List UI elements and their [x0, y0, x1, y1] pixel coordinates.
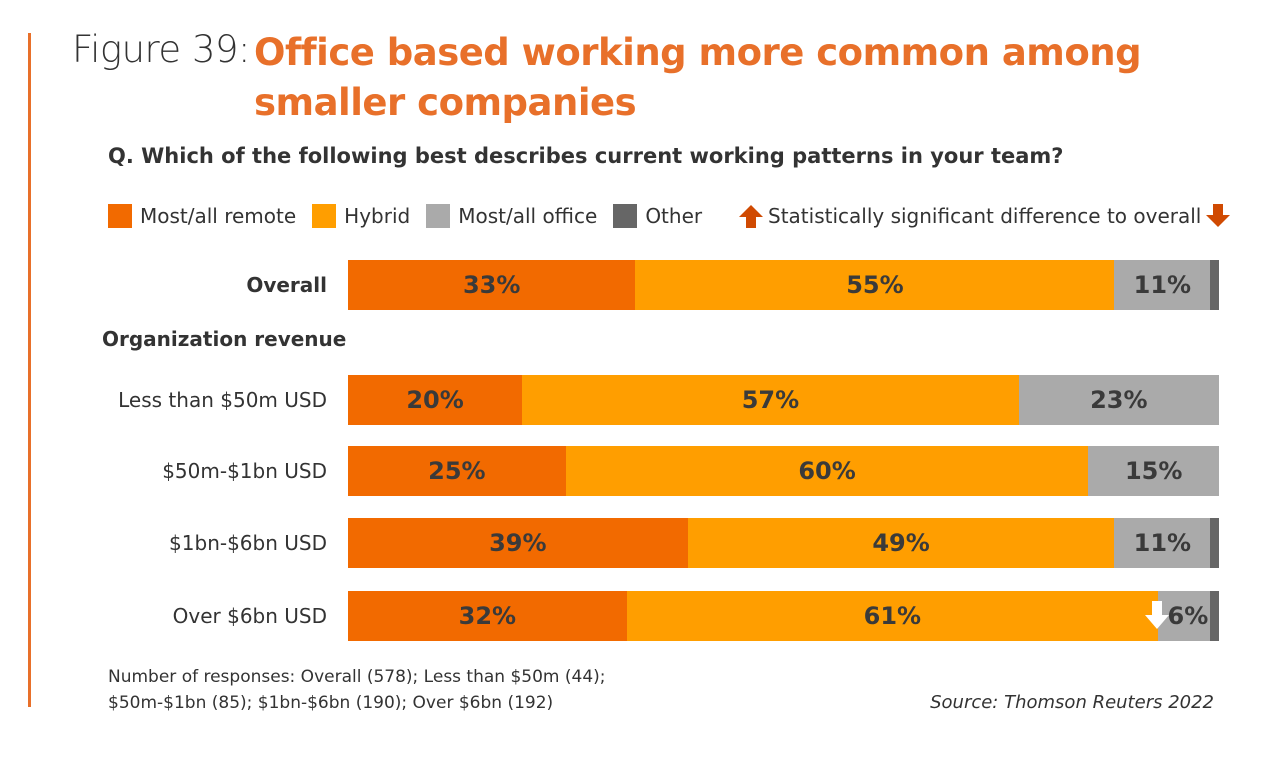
- category-label-1bn-6bn-usd: $1bn-$6bn USD: [169, 531, 327, 555]
- bar-segment-most-all-office: 23%: [1018, 375, 1219, 425]
- data-label: 33%: [462, 271, 521, 299]
- bar-segment-most-all-office: 11%: [1114, 260, 1211, 310]
- data-label: 20%: [406, 386, 464, 414]
- data-label: 55%: [846, 271, 904, 299]
- data-label: 61%: [863, 602, 922, 630]
- figure-label: Figure 39:: [72, 28, 251, 71]
- category-label-less-than-50m-usd: Less than $50m USD: [118, 388, 327, 412]
- legend-swatch-hybrid: [312, 204, 337, 228]
- survey-question: Q. Which of the following best describes…: [108, 144, 1064, 168]
- bar-less-than-50m-usd: 20% 57% 23%: [348, 375, 1219, 425]
- legend-label-remote: Most/all remote: [140, 204, 297, 228]
- bar-segment-most-all-office: 15%: [1088, 446, 1219, 496]
- bar-50m-1bn-usd: 25% 60% 15%: [348, 446, 1219, 496]
- bar-segment-most-all-office: 6%: [1145, 591, 1211, 641]
- legend-item-other: Other: [613, 204, 702, 228]
- significance-arrow-down-icon: [1145, 601, 1170, 629]
- legend-item-remote: Most/all remote: [108, 204, 296, 228]
- bar-segment-hybrid: 57%: [522, 375, 1019, 425]
- bar-segment-most-all-remote: 33%: [348, 260, 636, 310]
- bar-segment-other: [1210, 260, 1219, 310]
- bar-segment-hybrid: 60%: [565, 446, 1089, 496]
- data-label: 39%: [489, 529, 547, 557]
- accent-rule: [28, 33, 31, 707]
- data-label: 60%: [798, 457, 856, 485]
- bar-segment-other: [1210, 591, 1219, 641]
- data-label: 49%: [872, 529, 930, 557]
- legend-swatch-office: [426, 204, 451, 228]
- data-label: 23%: [1090, 386, 1148, 414]
- figure-title-line2: smaller companies: [254, 81, 637, 124]
- bar-overall: 33% 55% 11%: [348, 260, 1219, 310]
- legend-label-office: Most/all office: [458, 204, 598, 228]
- legend-label-other: Other: [645, 204, 703, 228]
- data-label: 6%: [1167, 602, 1209, 630]
- footnote: Number of responses: Overall (578); Less…: [108, 664, 606, 716]
- significance-legend: Statistically significant difference to …: [738, 202, 1231, 230]
- source-note: Source: Thomson Reuters 2022: [930, 692, 1214, 713]
- footnote-line2: $50m-$1bn (85); $1bn-$6bn (190); Over $6…: [108, 693, 554, 713]
- legend-swatch-other: [613, 204, 638, 228]
- bar-segment-hybrid: 55%: [635, 260, 1115, 310]
- data-label: 11%: [1133, 271, 1192, 299]
- data-label: 25%: [428, 457, 486, 485]
- legend-label-hybrid: Hybrid: [344, 204, 411, 228]
- arrow-up-icon: [739, 205, 763, 228]
- bar-segment-hybrid: 61%: [626, 591, 1159, 641]
- bar-segment-most-all-remote: 39%: [348, 518, 688, 568]
- bar-segment-other: [1210, 518, 1219, 568]
- group-label-organization-revenue: Organization revenue: [102, 327, 347, 351]
- arrow-down-icon: [1206, 204, 1231, 227]
- legend-swatch-remote: [108, 204, 132, 228]
- category-label-over-6bn-usd: Over $6bn USD: [172, 604, 327, 628]
- bar-segment-most-all-remote: 25%: [348, 446, 566, 496]
- bar-segment-most-all-remote: 32%: [348, 591, 627, 641]
- data-label: 15%: [1124, 457, 1183, 485]
- bar-1bn-6bn-usd: 39% 49% 11%: [348, 518, 1219, 568]
- bar-segment-hybrid: 49%: [687, 518, 1115, 568]
- category-label-50m-1bn-usd: $50m-$1bn USD: [162, 459, 327, 483]
- legend-item-hybrid: Hybrid: [312, 204, 410, 228]
- legend: Most/all remote Hybrid Most/all office O…: [108, 202, 718, 230]
- category-label-overall: Overall: [246, 273, 327, 297]
- footnote-line1: Number of responses: Overall (578); Less…: [108, 667, 606, 687]
- figure-title-line1: Office based working more common among: [254, 31, 1142, 74]
- bar-over-6bn-usd: 32% 61% 6%: [348, 591, 1219, 641]
- legend-item-office: Most/all office: [426, 204, 597, 228]
- data-label: 32%: [458, 602, 517, 630]
- significance-note-text: Statistically significant difference to …: [768, 204, 1202, 228]
- data-label: 57%: [741, 386, 800, 414]
- bar-segment-most-all-remote: 20%: [348, 375, 523, 425]
- bar-segment-most-all-office: 11%: [1114, 518, 1211, 568]
- figure-title: Office based working more common among s…: [254, 28, 1142, 128]
- data-label: 11%: [1133, 529, 1192, 557]
